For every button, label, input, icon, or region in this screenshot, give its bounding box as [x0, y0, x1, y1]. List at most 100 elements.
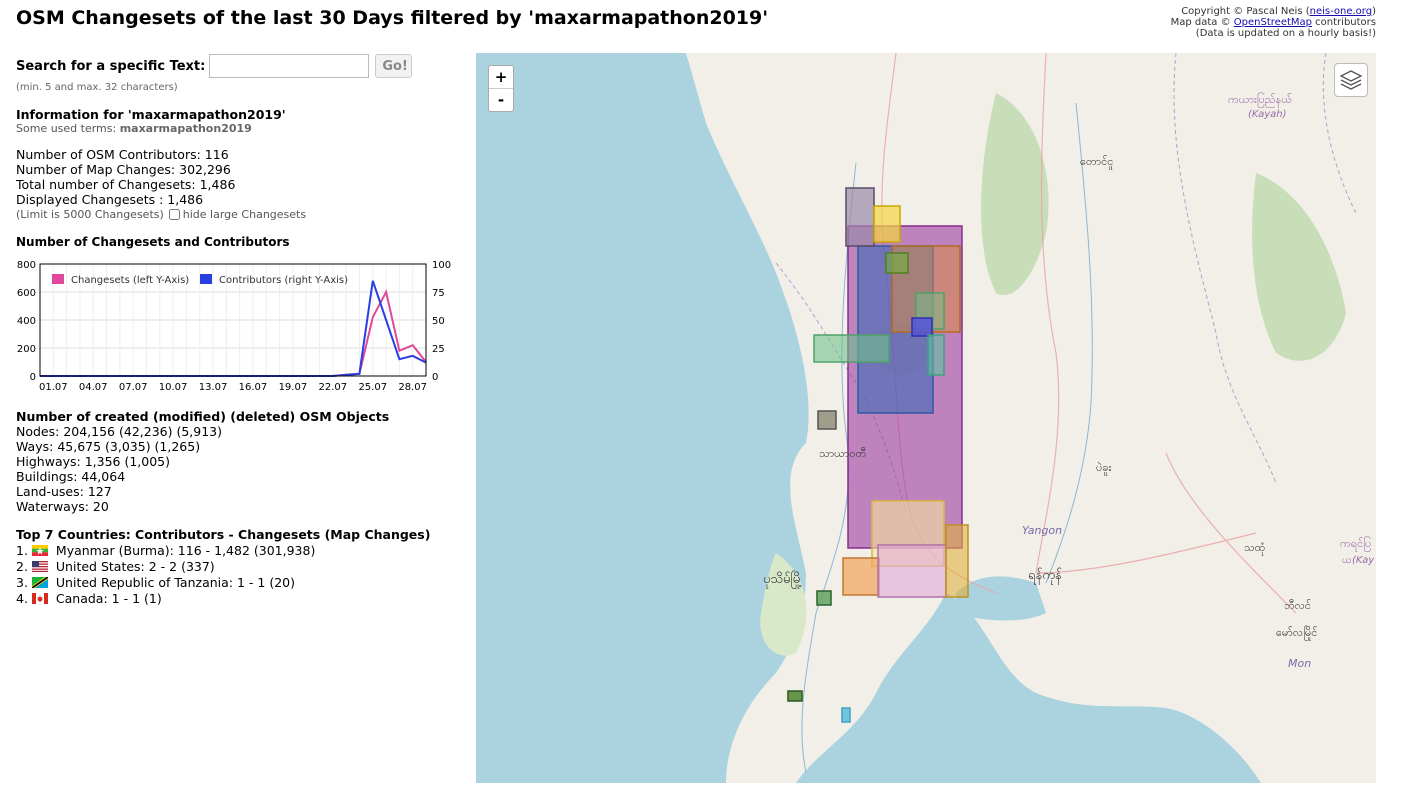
country-row: 4. Canada: 1 - 1 (1): [16, 591, 430, 607]
x-tick-label: 16.07: [239, 382, 268, 393]
map-label-mawlamyine: မော်လမြိုင်: [1276, 625, 1317, 641]
map-label-taungoo: တောင်ငူ: [1080, 155, 1113, 170]
zoom-in-button[interactable]: +: [494, 68, 508, 86]
limit-row: (Limit is 5000 Changesets) hide large Ch…: [16, 208, 466, 221]
legend-swatch: [52, 274, 64, 284]
objects-heading: Number of created (modified) (deleted) O…: [16, 409, 390, 424]
map-label-kayah: ကယားပြည်နယ်: [1228, 92, 1292, 108]
search-input[interactable]: [209, 54, 370, 78]
map-label-tharyarwady: သာယာဝတီ: [819, 447, 867, 460]
y-right-tick-label: 0: [432, 372, 438, 383]
search-hint: (min. 5 and max. 32 characters): [16, 82, 178, 93]
map-label-kayin-my: ကရင်ပြ: [1340, 536, 1371, 552]
go-button[interactable]: Go!: [375, 54, 413, 78]
changesets-chart: Changesets (left Y-Axis) Contributors (ri…: [17, 260, 451, 393]
forest-area: [981, 93, 1049, 295]
stats-block: Number of OSM Contributors: 116 Number o…: [16, 147, 466, 207]
copyright-notice: Copyright © Pascal Neis (neis-one.org) M…: [1171, 6, 1376, 39]
map-changes-count: Number of Map Changes: 302,296: [16, 162, 231, 177]
country-rank: 2.: [16, 559, 28, 574]
landuses-row: Land-uses: 127: [16, 484, 112, 499]
neis-one-link[interactable]: neis-one.org: [1309, 6, 1373, 17]
map-data-suffix: contributors: [1312, 17, 1376, 28]
country-text: Myanmar (Burma): 116 - 1,482 (301,938): [55, 543, 316, 558]
legend-label: Contributors (right Y-Axis): [219, 275, 348, 286]
used-terms-value: maxarmapathon2019: [119, 122, 252, 135]
x-tick-label: 22.07: [319, 382, 348, 393]
search-row: Search for a specific Text: Go!: [16, 52, 466, 80]
x-tick-label: 13.07: [199, 382, 228, 393]
legend-swatch: [200, 274, 212, 284]
tanzania-flag-icon: [31, 577, 48, 588]
y-right-tick-label: 25: [432, 344, 445, 355]
zoom-out-button[interactable]: -: [489, 88, 513, 111]
map-label-kayah-en: (Kayah): [1248, 109, 1287, 120]
y-left-tick-label: 200: [17, 344, 36, 355]
y-left-tick-label: 600: [17, 288, 36, 299]
page-title: OSM Changesets of the last 30 Days filte…: [16, 7, 769, 29]
hide-large-checkbox[interactable]: [168, 209, 180, 220]
x-tick-label: 07.07: [119, 382, 148, 393]
x-tick-label: 25.07: [358, 382, 387, 393]
y-left-tick-label: 0: [30, 372, 36, 383]
country-row: 3. United Republic of Tanzania: 1 - 1 (2…: [16, 575, 430, 591]
limit-text: (Limit is 5000 Changesets): [16, 208, 164, 221]
x-tick-label: 01.07: [39, 382, 68, 393]
update-note: (Data is updated on a hourly basis!): [1195, 28, 1376, 39]
left-panel: Search for a specific Text: Go! (min. 5 …: [16, 52, 466, 606]
map-label-kayin-my2: ယ: [1342, 555, 1352, 566]
highways-row: Highways: 1,356 (1,005): [16, 454, 171, 469]
country-row: 2. United States: 2 - 2 (337): [16, 559, 430, 575]
map-label-yangon: Yangon: [1022, 524, 1062, 537]
country-text: Canada: 1 - 1 (1): [55, 591, 162, 606]
openstreetmap-link[interactable]: OpenStreetMap: [1233, 17, 1312, 28]
chart-legend: Changesets (left Y-Axis) Contributors (ri…: [52, 274, 348, 286]
country-text: United Republic of Tanzania: 1 - 1 (20): [55, 575, 295, 590]
legend-label: Changesets (left Y-Axis): [71, 275, 189, 286]
map-label-thaton: သထုံ: [1244, 541, 1266, 556]
country-rank: 3.: [16, 575, 28, 590]
objects-block: Number of created (modified) (deleted) O…: [16, 409, 389, 514]
map-label-bilin: ဘီလင်: [1284, 599, 1311, 612]
forest-area: [1252, 173, 1346, 361]
map-view[interactable]: ကယားပြည်နယ် (Kayah) တောင်ငူ ပဲခူး သာယာဝတ…: [476, 53, 1376, 783]
country-rank: 4.: [16, 591, 28, 606]
y-left-tick-label: 400: [17, 316, 36, 327]
info-heading: Information for 'maxarmapathon2019': [16, 107, 286, 122]
map-label-yangon-my: ရန်ကုန်: [1028, 567, 1062, 585]
map-label-bago: ပဲခူး: [1096, 461, 1111, 476]
forest-area: [760, 553, 807, 656]
contributors-count: Number of OSM Contributors: 116: [16, 147, 229, 162]
chart-axes: 0 200 400 600 800 0 25 50 75 100 01.07 04.07 07.07 10…: [17, 260, 451, 393]
river-delta: [956, 576, 1046, 621]
displayed-changesets-count: Displayed Changesets : 1,486: [16, 192, 204, 207]
map-rivers: [801, 102, 1093, 774]
layers-button[interactable]: [1334, 63, 1368, 97]
buildings-row: Buildings: 44,064: [16, 469, 126, 484]
myanmar-flag-icon: [31, 545, 48, 556]
waterways-row: Waterways: 20: [16, 499, 109, 514]
map-label-mon: Mon: [1288, 657, 1311, 670]
y-right-tick-label: 50: [432, 316, 445, 327]
country-row: 1. Myanmar (Burma): 116 - 1,482 (301,938…: [16, 543, 430, 559]
copyright-suffix: ): [1372, 6, 1376, 17]
used-terms: Some used terms: maxarmapathon2019: [16, 122, 466, 135]
country-rank: 1.: [16, 543, 28, 558]
country-text: United States: 2 - 2 (337): [55, 559, 215, 574]
map-canvas[interactable]: ကယားပြည်နယ် (Kayah) တောင်ငူ ပဲခူး သာယာဝတ…: [476, 53, 1376, 783]
us-flag-icon: [31, 561, 48, 572]
nodes-row: Nodes: 204,156 (42,236) (5,913): [16, 424, 222, 439]
layers-icon: [1339, 70, 1363, 90]
total-changesets-count: Total number of Changesets: 1,486: [16, 177, 236, 192]
canada-flag-icon: [31, 593, 48, 604]
used-terms-label: Some used terms:: [16, 122, 120, 135]
x-tick-label: 19.07: [279, 382, 308, 393]
chart-heading: Number of Changesets and Contributors: [16, 235, 290, 249]
ways-row: Ways: 45,675 (3,035) (1,265): [16, 439, 201, 454]
map-label-kayin: (Kay: [1352, 555, 1375, 566]
hide-large-label[interactable]: hide large Changesets: [182, 208, 307, 221]
x-tick-label: 28.07: [398, 382, 427, 393]
y-right-tick-label: 100: [432, 260, 451, 271]
map-data-text: Map data ©: [1170, 17, 1234, 28]
countries-block: Top 7 Countries: Contributors - Changese…: [16, 527, 430, 607]
